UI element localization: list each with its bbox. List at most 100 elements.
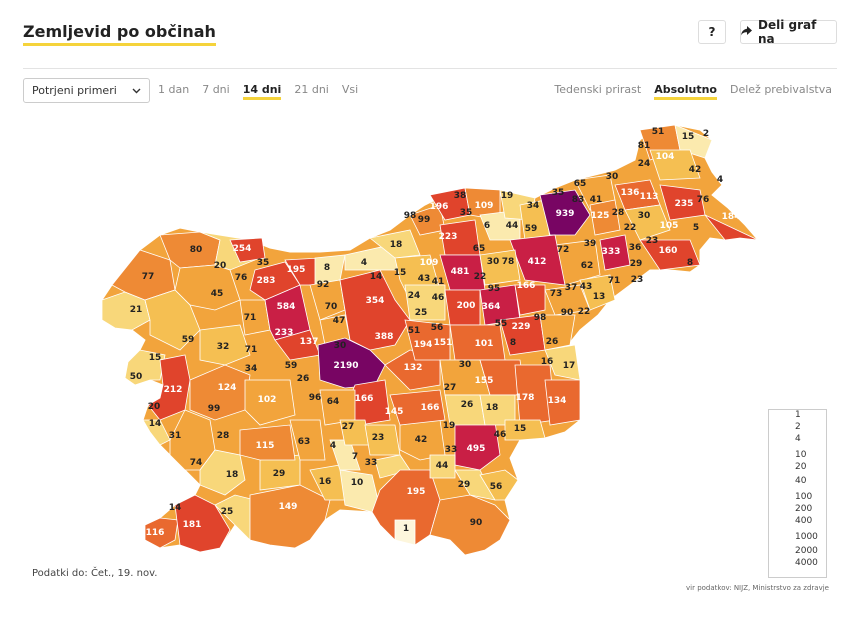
municipality-value-label: 16: [541, 357, 554, 367]
share-button[interactable]: Deli graf na: [740, 18, 837, 46]
legend-item: 400: [795, 516, 813, 526]
municipality-value-label: 51: [408, 326, 421, 336]
municipality-value-label: 14: [149, 419, 162, 429]
municipality-value-label: 59: [525, 224, 538, 234]
municipality-value-label: 1: [403, 524, 409, 534]
legend-item: 1: [795, 410, 801, 420]
municipality-value-label: 38: [454, 191, 467, 201]
municipality-value-label: 30: [606, 172, 619, 182]
data-date: Podatki do: Čet., 19. nov.: [32, 568, 158, 579]
municipality-value-label: 184: [722, 212, 741, 222]
metric-select[interactable]: Potrjeni primeri: [23, 78, 150, 103]
municipality-value-label: 26: [546, 337, 559, 347]
municipality-value-label: 77: [142, 272, 155, 282]
municipality-value-label: 99: [208, 404, 221, 414]
legend-item: 4000: [795, 558, 818, 568]
municipality-value-label: 4: [361, 258, 367, 268]
municipality-value-label: 90: [470, 518, 483, 528]
municipality-value-label: 178: [516, 393, 535, 403]
tab-14-dni[interactable]: 14 dni: [242, 82, 282, 100]
municipality-value-label: 43: [580, 282, 593, 292]
municipality-value-label: 109: [475, 201, 494, 211]
municipality-value-label: 95: [488, 284, 501, 294]
municipality-value-label: 22: [624, 223, 637, 233]
municipality-value-label: 195: [287, 265, 306, 275]
municipality-value-label: 13: [593, 292, 606, 302]
tab-vsi[interactable]: Vsi: [341, 83, 359, 96]
municipality-value-label: 23: [372, 433, 385, 443]
municipality-value-label: 481: [451, 267, 470, 277]
municipality-value-label: 15: [514, 424, 527, 434]
municipality-value-label: 46: [432, 293, 445, 303]
municipality-value-label: 2190: [333, 361, 358, 371]
municipality-value-label: 125: [591, 211, 610, 221]
tab-tedenski-prirast[interactable]: Tedenski prirast: [554, 83, 642, 96]
municipality-value-label: 30: [487, 257, 500, 267]
municipality-value-label: 76: [235, 273, 248, 283]
tab-delez-prebivalstva[interactable]: Delež prebivalstva: [729, 83, 832, 96]
municipality-value-label: 8: [687, 258, 693, 268]
municipality-value-label: 149: [279, 502, 298, 512]
municipality-value-label: 29: [458, 480, 471, 490]
municipality-value-label: 20: [214, 261, 227, 271]
legend-item: 2000: [795, 546, 818, 556]
municipality-value-label: 56: [431, 323, 444, 333]
municipality-value-label: 18: [390, 240, 403, 250]
municipality-value-label: 223: [439, 232, 458, 242]
municipality-value-label: 196: [430, 202, 449, 212]
municipality-value-label: 65: [473, 244, 486, 254]
municipality-value-label: 15: [149, 353, 162, 363]
municipality-value-label: 283: [257, 276, 276, 286]
municipality-value-label: 7: [352, 452, 358, 462]
legend-item: 20: [795, 462, 807, 472]
municipality-value-label: 101: [475, 339, 494, 349]
municipality-value-label: 195: [407, 487, 426, 497]
legend-item: 1000: [795, 532, 818, 542]
municipality-value-label: 233: [275, 328, 294, 338]
municipality-value-label: 27: [444, 383, 457, 393]
municipality-value-label: 2: [703, 129, 709, 139]
municipality-value-label: 30: [334, 341, 347, 351]
municipality-value-label: 160: [659, 246, 678, 256]
municipality-value-label: 22: [474, 272, 487, 282]
municipality-value-label: 44: [506, 221, 519, 231]
help-button[interactable]: ?: [698, 20, 726, 44]
municipality-value-label: 20: [148, 402, 161, 412]
municipality-value-label: 8: [510, 338, 516, 348]
municipality-value-label: 42: [415, 435, 428, 445]
municipality-value-label: 166: [355, 394, 374, 404]
page-title: Zemljevid po občinah: [23, 22, 216, 46]
municipality-value-label: 71: [608, 276, 621, 286]
municipality-value-label: 333: [602, 247, 621, 257]
municipality-value-label: 81: [638, 141, 651, 151]
legend-item: 40: [795, 476, 807, 486]
tab-7-dni[interactable]: 7 dni: [202, 83, 230, 96]
municipality-value-label: 96: [309, 393, 322, 403]
municipality-value-label: 21: [130, 305, 143, 315]
municipality-value-label: 28: [217, 431, 230, 441]
municipality-value-label: 24: [638, 159, 651, 169]
municipality-value-label: 31: [169, 431, 182, 441]
municipality-value-label: 6: [484, 221, 490, 231]
municipality-value-label: 15: [682, 132, 695, 142]
municipality-value-label: 55: [495, 319, 508, 329]
municipality-value-label: 18: [226, 470, 239, 480]
municipality-value-label: 136: [621, 188, 640, 198]
municipality-value-label: 23: [631, 275, 644, 285]
municipality-value-label: 412: [528, 257, 547, 267]
legend-item: 4: [795, 434, 801, 444]
municipality-value-label: 74: [190, 458, 203, 468]
municipality-value-label: 76: [697, 195, 710, 205]
tab-absolutno[interactable]: Absolutno: [654, 82, 717, 100]
share-arrow-icon: [741, 25, 752, 39]
municipality-value-label: 22: [578, 307, 591, 317]
municipality-value-label: 939: [556, 209, 575, 219]
tab-21-dni[interactable]: 21 dni: [294, 83, 329, 96]
municipality-value-label: 102: [258, 395, 277, 405]
municipality-value-label: 26: [297, 374, 310, 384]
municipality-value-label: 36: [629, 243, 642, 253]
municipality-value-label: 90: [561, 308, 574, 318]
tab-1-dan[interactable]: 1 dan: [158, 83, 190, 96]
municipality-value-label: 34: [527, 201, 540, 211]
municipality-value-label: 23: [646, 236, 659, 246]
